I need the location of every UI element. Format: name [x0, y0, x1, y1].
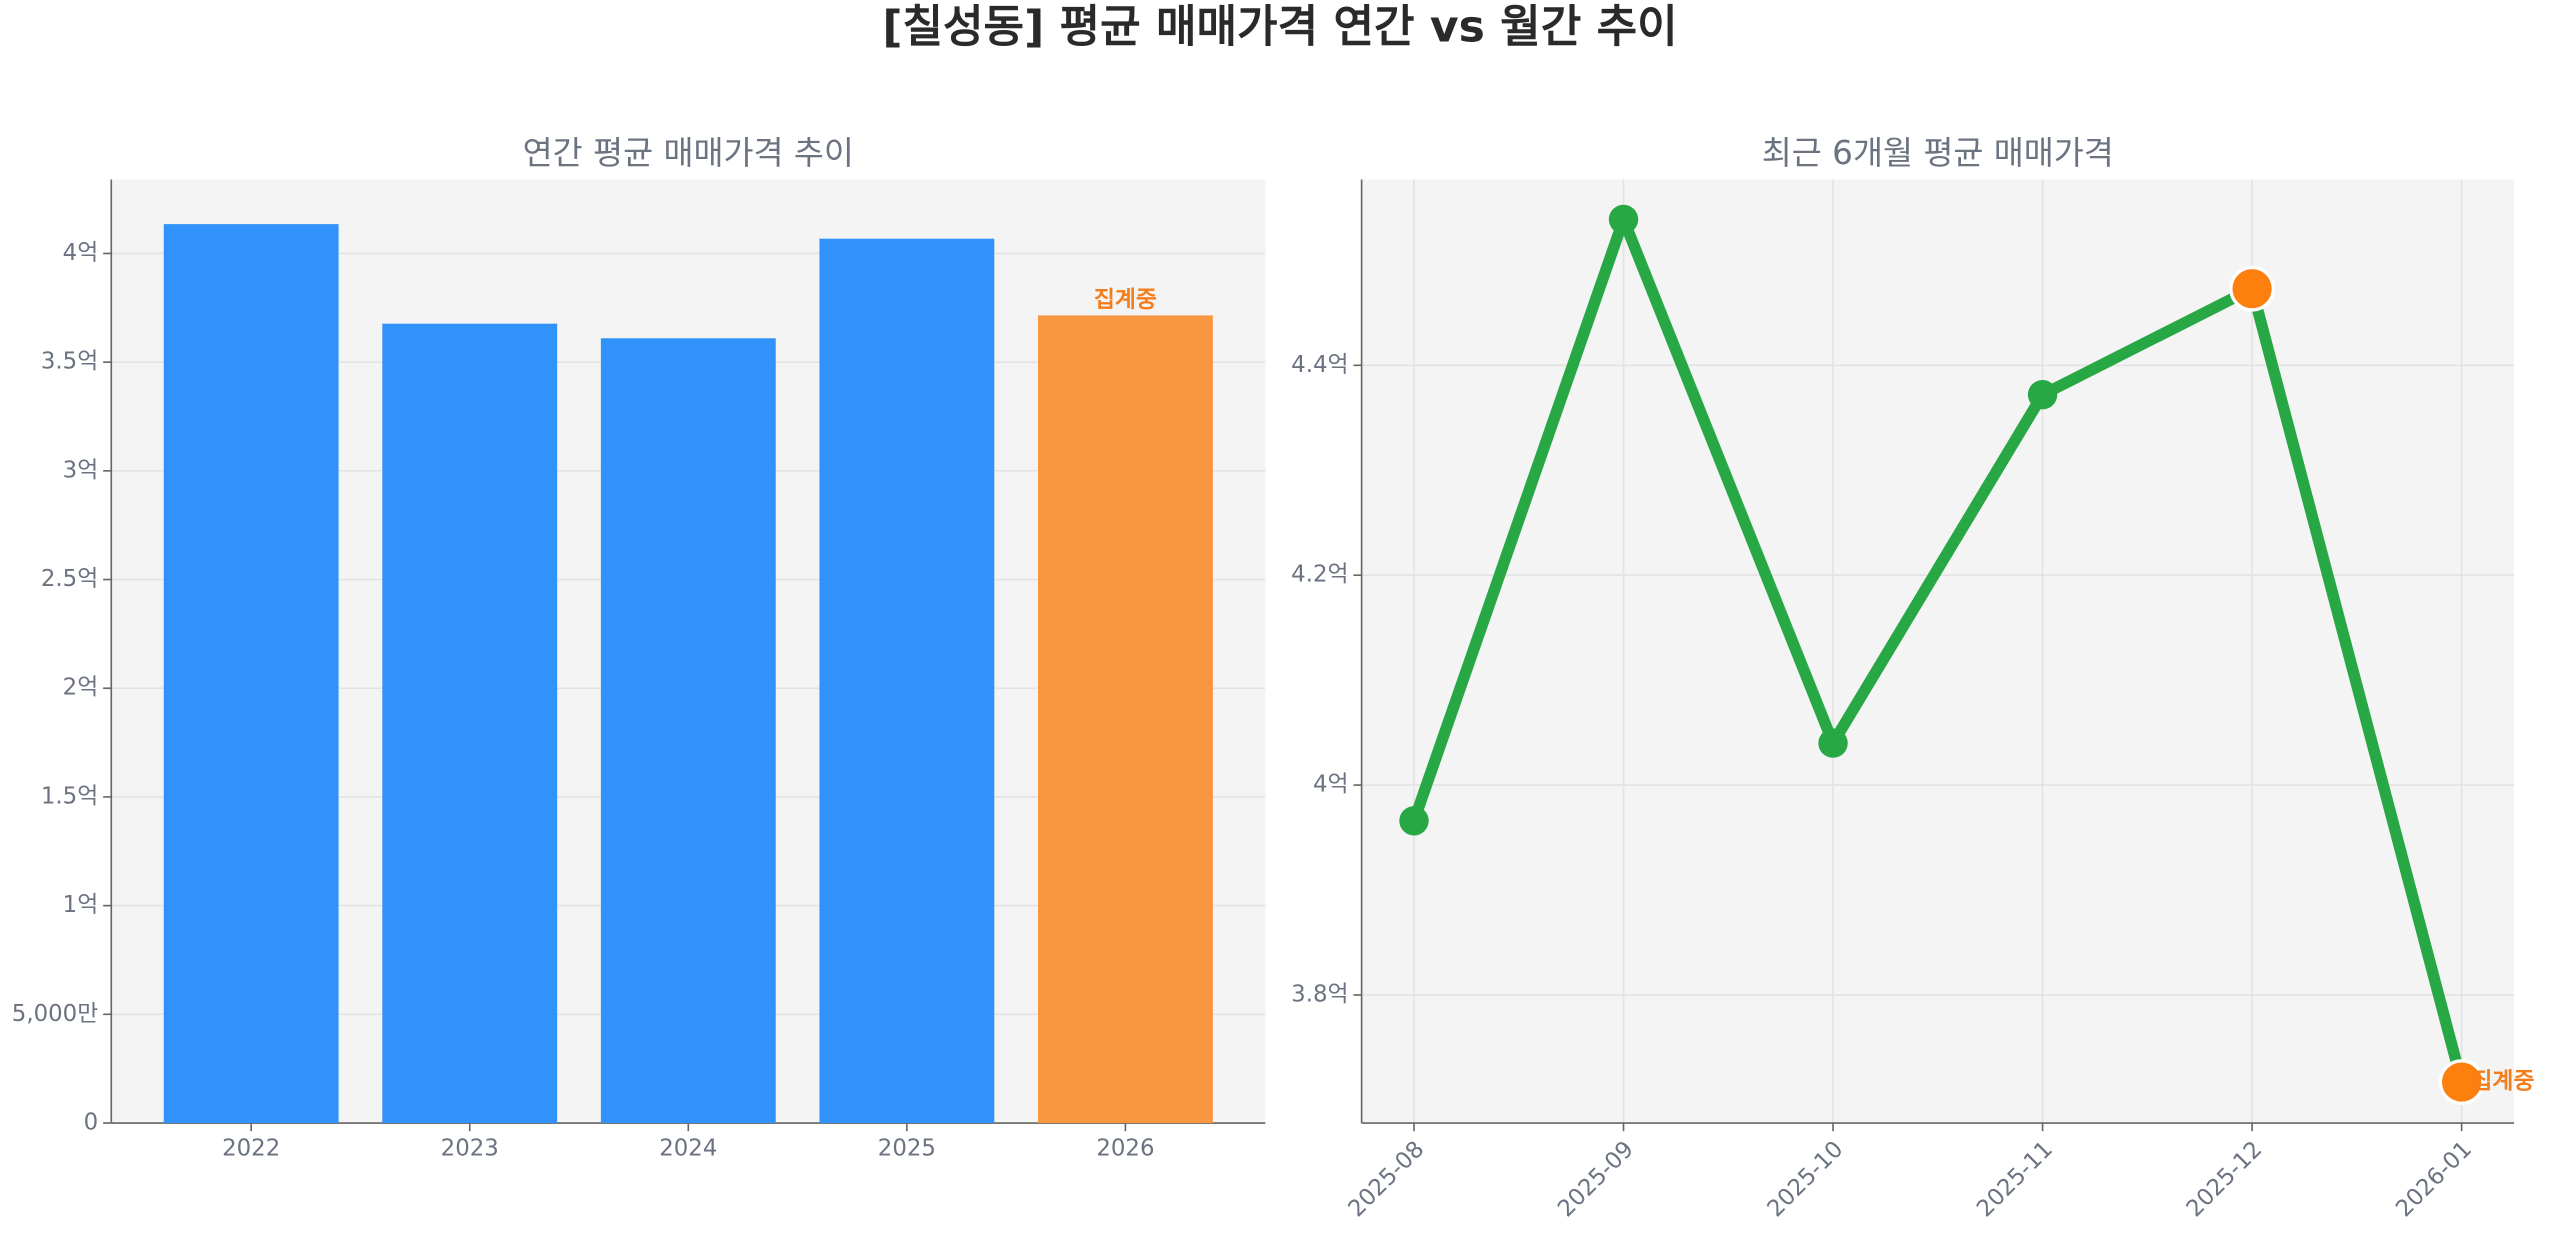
y-tick-label: 4억	[63, 240, 99, 266]
line	[1408, 213, 2468, 1084]
x-tick-label: 2023	[441, 1136, 499, 1162]
chart-title: 연간 평균 매매가격 추이	[523, 134, 854, 172]
x-tick-label: 2022	[222, 1136, 280, 1162]
annotation: 집계중	[1094, 287, 1157, 313]
y-tick-label: 1억	[63, 892, 99, 918]
y-tick-label: 4.2억	[1291, 562, 1348, 588]
point	[2027, 379, 2058, 410]
bar	[819, 238, 995, 1124]
bar	[1038, 315, 1213, 1124]
figure-title: [칠성동] 평균 매매가격 연간 vs 월간 추이	[882, 1, 1677, 52]
x-tick-label: 2026	[1096, 1136, 1154, 1162]
bar	[382, 323, 558, 1124]
y-tick-label: 3.8억	[1291, 981, 1348, 1007]
point	[1399, 806, 1429, 836]
x-tick-label: 2024	[659, 1136, 717, 1162]
y-tick-label: 3.5억	[41, 349, 98, 375]
y-tick-label: 2.5억	[41, 566, 98, 592]
y-tick-label: 3억	[63, 457, 99, 483]
point	[2229, 265, 2275, 312]
point	[1818, 728, 1848, 758]
bar	[163, 224, 339, 1124]
y-tick-label: 0	[84, 1110, 99, 1136]
y-tick-label: 4억	[1313, 772, 1349, 798]
y-tick-label: 4.4억	[1291, 352, 1348, 378]
bar	[600, 338, 776, 1124]
annotation: 집계중	[2471, 1069, 2534, 1095]
point	[2438, 1059, 2485, 1105]
plot-area	[1361, 179, 2514, 1124]
y-tick-label: 5,000만	[12, 1001, 98, 1027]
point	[1608, 204, 1639, 235]
x-tick-label: 2025	[878, 1136, 936, 1162]
chart-title: 최근 6개월 평균 매매가격	[1762, 134, 2114, 172]
y-tick-label: 2억	[63, 675, 99, 701]
y-tick-label: 1.5억	[41, 783, 98, 809]
